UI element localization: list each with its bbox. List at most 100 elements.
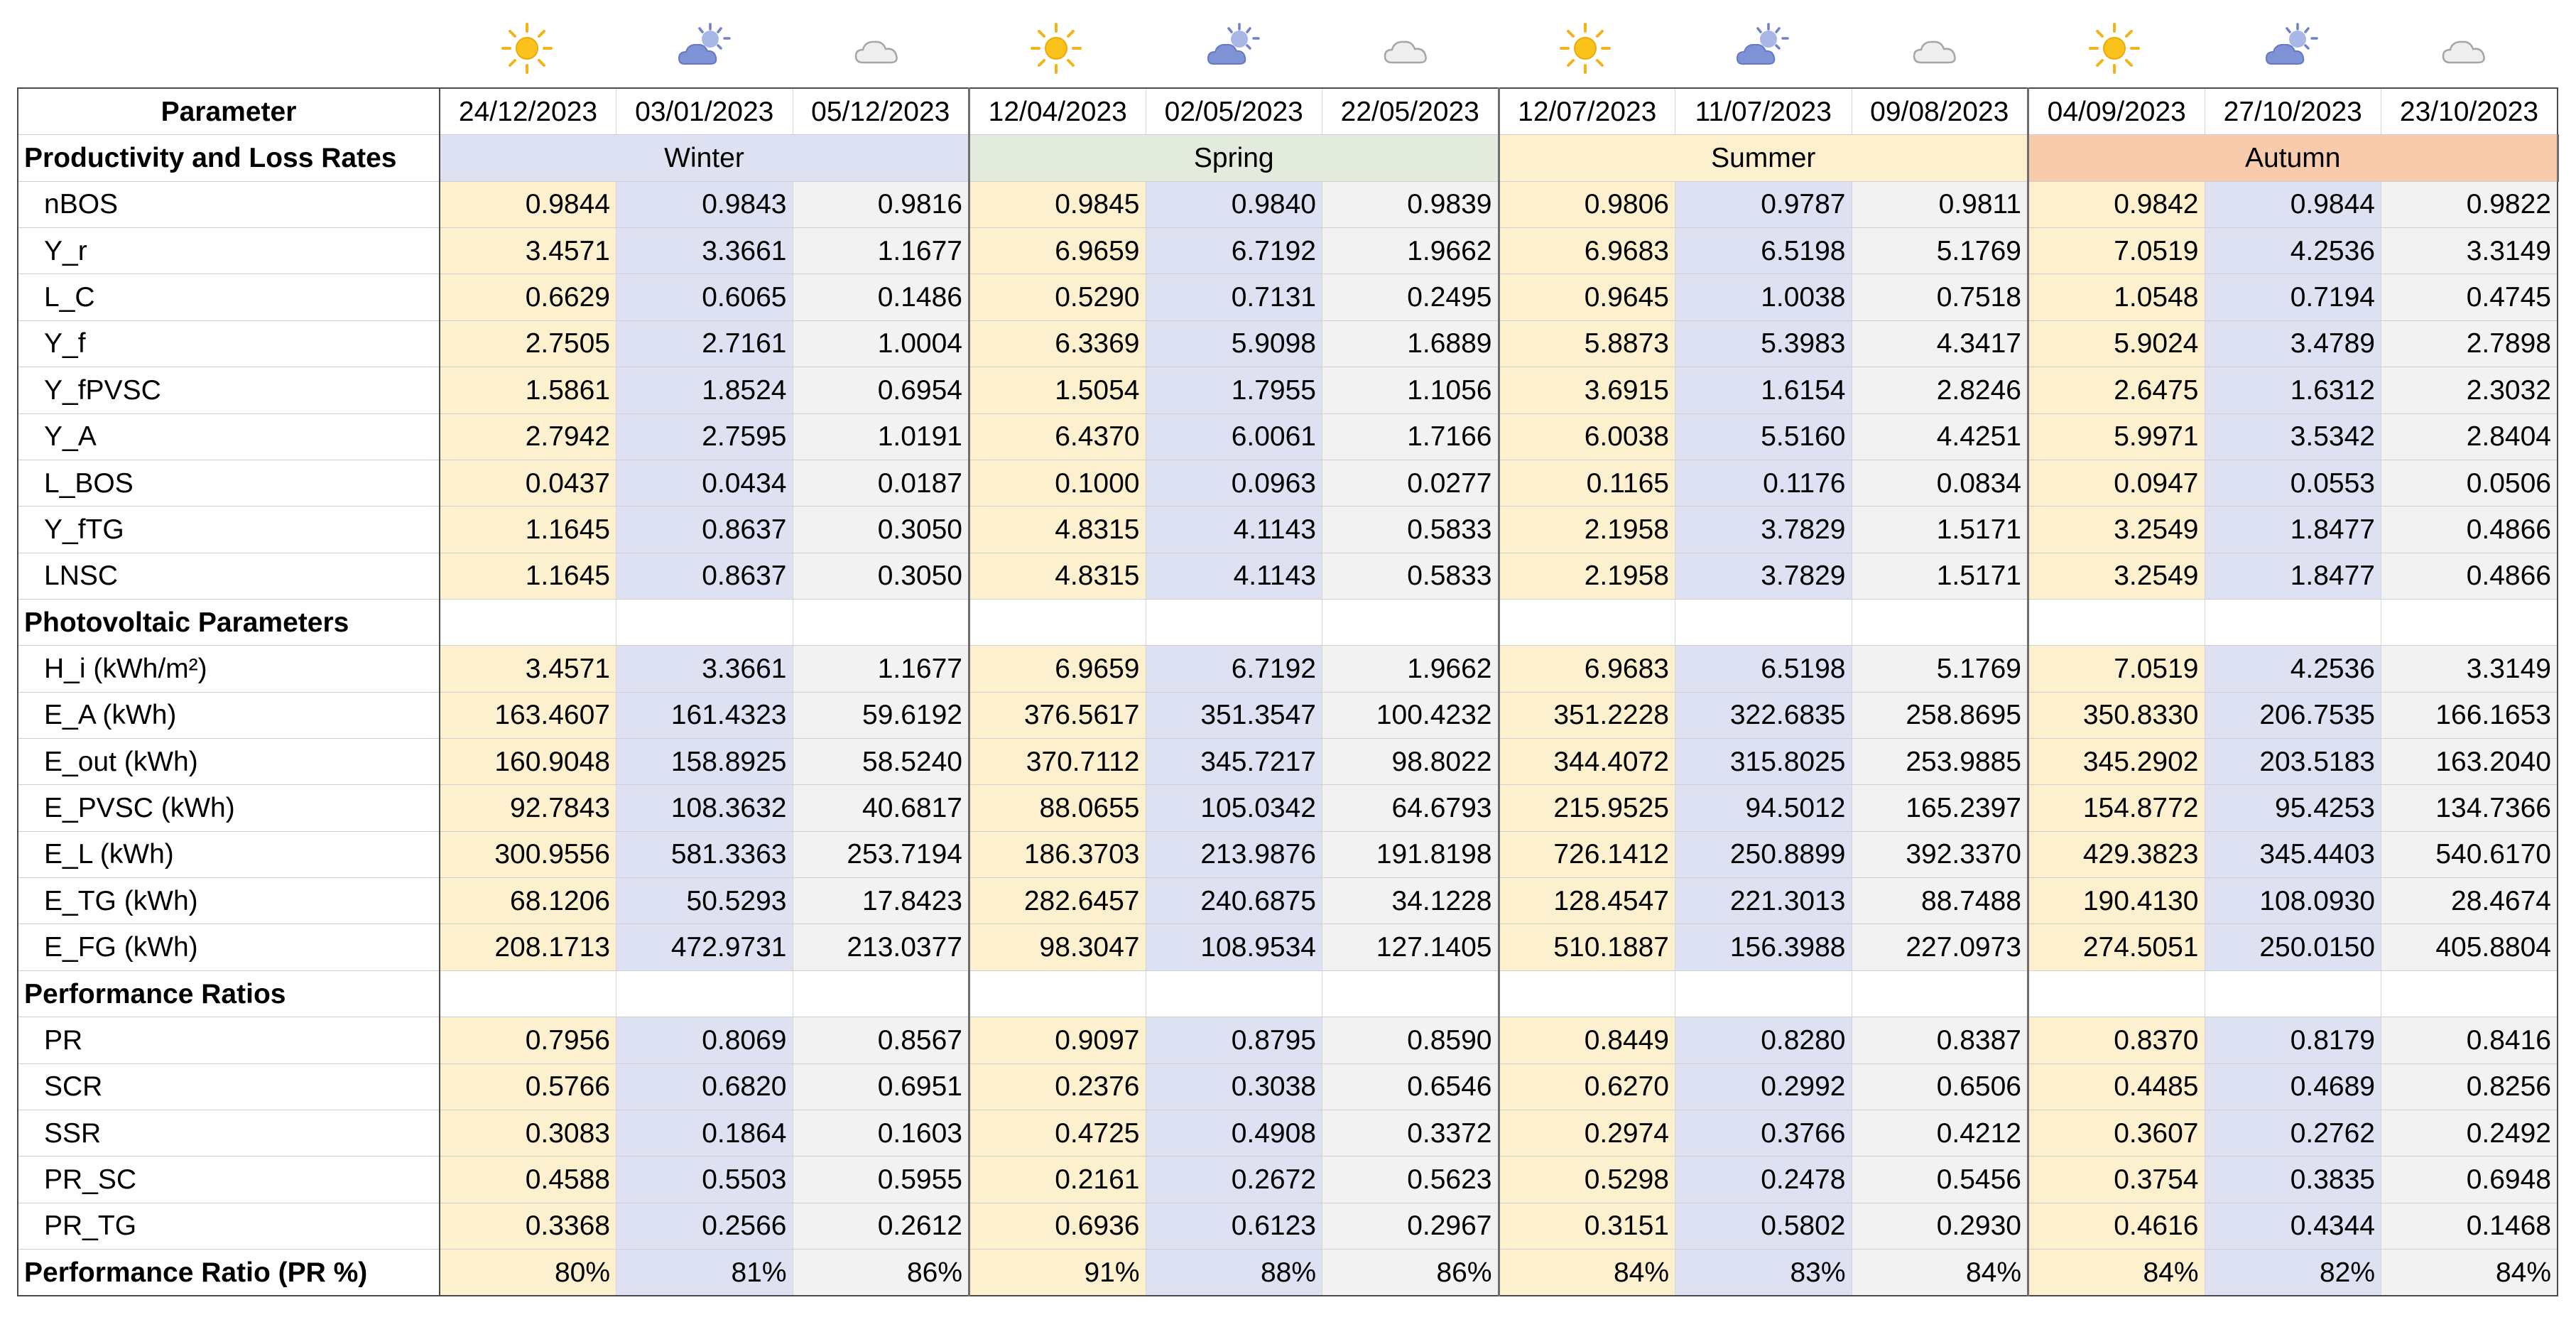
summary-value: 80% xyxy=(440,1249,616,1297)
cloud-icon xyxy=(2379,20,2555,77)
value-cell: 0.7956 xyxy=(440,1017,616,1064)
table-row: Y_fPVSC 1.5861 1.8524 0.6954 1.5054 1.7955 1.1… xyxy=(17,367,2558,414)
value-cell: 392.3370 xyxy=(1852,831,2029,879)
value-cell: 0.6954 xyxy=(793,367,970,414)
empty-cell xyxy=(793,599,970,646)
value-cell: 5.3983 xyxy=(1675,320,1852,368)
empty-cell xyxy=(440,599,616,646)
value-cell: 0.5766 xyxy=(440,1063,616,1110)
value-cell: 0.0963 xyxy=(1146,460,1322,507)
value-cell: 3.6915 xyxy=(1499,367,1675,414)
sun-icon xyxy=(439,20,615,77)
value-cell: 105.0342 xyxy=(1146,784,1322,832)
season-label: Spring xyxy=(969,134,1500,182)
empty-cell xyxy=(440,970,616,1018)
empty-cell xyxy=(969,970,1146,1018)
sun-icon xyxy=(968,20,1144,77)
value-cell: 0.2612 xyxy=(793,1203,970,1250)
value-cell: 92.7843 xyxy=(440,784,616,832)
value-cell: 1.0191 xyxy=(793,413,970,460)
table-row: E_out (kWh) 160.9048 158.8925 58.5240 370.71… xyxy=(17,738,2558,786)
value-cell: 0.4866 xyxy=(2381,553,2558,600)
value-cell: 0.8449 xyxy=(1499,1017,1675,1064)
value-cell: 0.7131 xyxy=(1146,273,1322,321)
value-cell: 0.4344 xyxy=(2205,1203,2381,1250)
value-cell: 4.2536 xyxy=(2205,227,2381,275)
value-cell: 4.1143 xyxy=(1146,553,1322,600)
table-row: PR 0.7956 0.8069 0.8567 0.9097 0.8795 0.8590 0.… xyxy=(17,1017,2558,1064)
value-cell: 540.6170 xyxy=(2381,831,2558,879)
value-cell: 4.2536 xyxy=(2205,645,2381,693)
value-cell: 34.1228 xyxy=(1322,877,1500,925)
value-cell: 5.5160 xyxy=(1675,413,1852,460)
value-cell: 190.4130 xyxy=(2028,877,2205,925)
value-cell: 0.6546 xyxy=(1322,1063,1500,1110)
date-header: 22/05/2023 xyxy=(1322,87,1500,136)
value-cell: 1.7955 xyxy=(1146,367,1322,414)
partly-cloudy-icon xyxy=(615,20,791,77)
date-header: 23/10/2023 xyxy=(2381,87,2558,136)
value-cell: 405.8804 xyxy=(2381,924,2558,971)
parameter-label: PR_SC xyxy=(17,1156,440,1203)
value-cell: 726.1412 xyxy=(1499,831,1675,879)
parameter-label: LNSC xyxy=(17,553,440,600)
date-header: 04/09/2023 xyxy=(2028,87,2205,136)
value-cell: 0.8567 xyxy=(793,1017,970,1064)
value-cell: 0.2762 xyxy=(2205,1110,2381,1157)
value-cell: 0.4588 xyxy=(440,1156,616,1203)
value-cell: 108.9534 xyxy=(1146,924,1322,971)
value-cell: 0.0434 xyxy=(616,460,793,507)
value-cell: 0.0834 xyxy=(1852,460,2029,507)
date-header: 12/07/2023 xyxy=(1499,87,1675,136)
value-cell: 0.8637 xyxy=(616,553,793,600)
value-cell: 0.3151 xyxy=(1499,1203,1675,1250)
empty-cell xyxy=(616,970,793,1018)
value-cell: 6.3369 xyxy=(969,320,1146,368)
value-cell: 2.7505 xyxy=(440,320,616,368)
partly-cloudy-icon xyxy=(1144,20,1320,77)
value-cell: 1.1645 xyxy=(440,553,616,600)
value-cell: 94.5012 xyxy=(1675,784,1852,832)
empty-cell xyxy=(2028,970,2205,1018)
value-cell: 0.6820 xyxy=(616,1063,793,1110)
value-cell: 0.7518 xyxy=(1852,273,2029,321)
value-cell: 0.0506 xyxy=(2381,460,2558,507)
value-cell: 344.4072 xyxy=(1499,738,1675,786)
value-cell: 1.0548 xyxy=(2028,273,2205,321)
value-cell: 0.5290 xyxy=(969,273,1146,321)
value-cell: 6.5198 xyxy=(1675,645,1852,693)
value-cell: 0.0277 xyxy=(1322,460,1500,507)
value-cell: 2.7161 xyxy=(616,320,793,368)
value-cell: 0.2566 xyxy=(616,1203,793,1250)
value-cell: 253.9885 xyxy=(1852,738,2029,786)
empty-cell xyxy=(1852,970,2029,1018)
date-header: 09/08/2023 xyxy=(1852,87,2029,136)
value-cell: 282.6457 xyxy=(969,877,1146,925)
header-row: Parameter 24/12/2023 03/01/2023 05/12/2023 1… xyxy=(17,87,2558,136)
value-cell: 0.2492 xyxy=(2381,1110,2558,1157)
parameter-label: E_A (kWh) xyxy=(17,692,440,740)
empty-cell xyxy=(1146,599,1322,646)
value-cell: 3.3661 xyxy=(616,227,793,275)
value-cell: 0.9839 xyxy=(1322,181,1500,229)
empty-cell xyxy=(1146,970,1322,1018)
value-cell: 0.0947 xyxy=(2028,460,2205,507)
cloud-icon xyxy=(1321,20,1497,77)
table-row: SSR 0.3083 0.1864 0.1603 0.4725 0.4908 0.3372 0… xyxy=(17,1110,2558,1157)
value-cell: 0.4725 xyxy=(969,1110,1146,1157)
value-cell: 6.0061 xyxy=(1146,413,1322,460)
weather-icon-row xyxy=(439,20,2555,77)
value-cell: 165.2397 xyxy=(1852,784,2029,832)
value-cell: 108.0930 xyxy=(2205,877,2381,925)
value-cell: 17.8423 xyxy=(793,877,970,925)
parameter-label: L_BOS xyxy=(17,460,440,507)
table-row: E_L (kWh) 300.9556 581.3363 253.7194 186.370… xyxy=(17,831,2558,879)
value-cell: 0.8256 xyxy=(2381,1063,2558,1110)
value-cell: 161.4323 xyxy=(616,692,793,740)
parameter-label: nBOS xyxy=(17,181,440,229)
table-row: E_TG (kWh) 68.1206 50.5293 17.8423 282.6457 2… xyxy=(17,877,2558,925)
value-cell: 59.6192 xyxy=(793,692,970,740)
parameter-label: Y_fTG xyxy=(17,506,440,553)
value-cell: 2.3032 xyxy=(2381,367,2558,414)
value-cell: 0.5456 xyxy=(1852,1156,2029,1203)
